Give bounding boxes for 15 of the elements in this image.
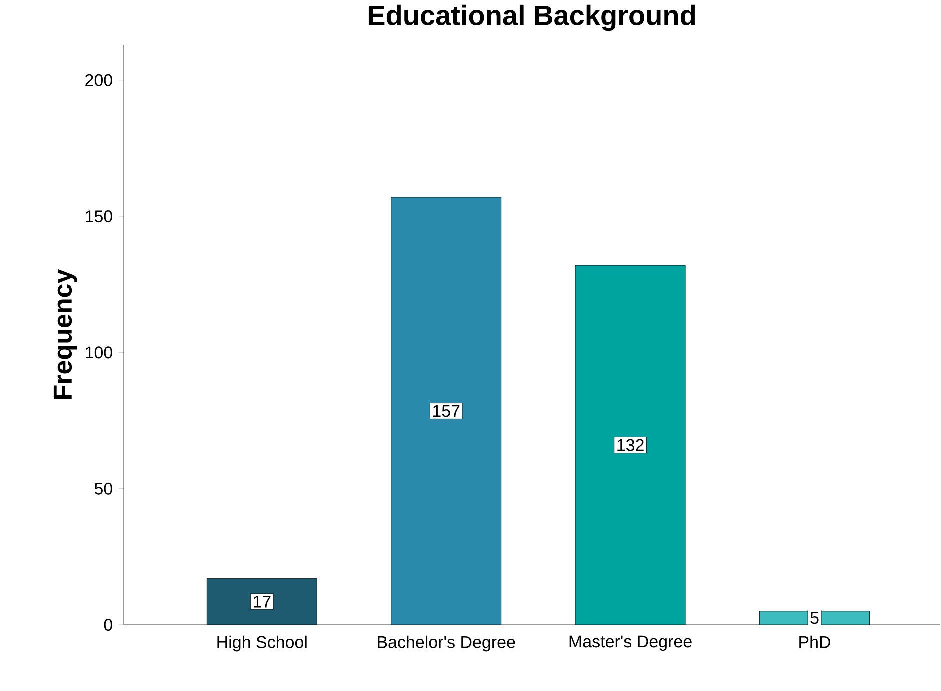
x-tick-label: Bachelor's Degree — [378, 636, 516, 652]
data-label: 157 — [433, 405, 460, 418]
y-tick-label: 150 — [86, 210, 112, 223]
data-label: 132 — [618, 439, 644, 452]
y-tick-label: 50 — [94, 482, 112, 495]
x-tick-label: PhD — [800, 636, 830, 648]
y-tick-label: 100 — [86, 346, 112, 359]
x-tick-label: High School — [218, 636, 307, 652]
y-tick-label: 0 — [104, 618, 112, 632]
chart-title: Educational Background — [368, 4, 696, 32]
y-axis-title: Frequency — [54, 269, 78, 400]
data-label: 17 — [254, 596, 271, 608]
x-tick-label: Master's Degree — [570, 636, 692, 652]
y-tick-label: 200 — [86, 74, 112, 86]
data-label: 5 — [810, 612, 819, 624]
